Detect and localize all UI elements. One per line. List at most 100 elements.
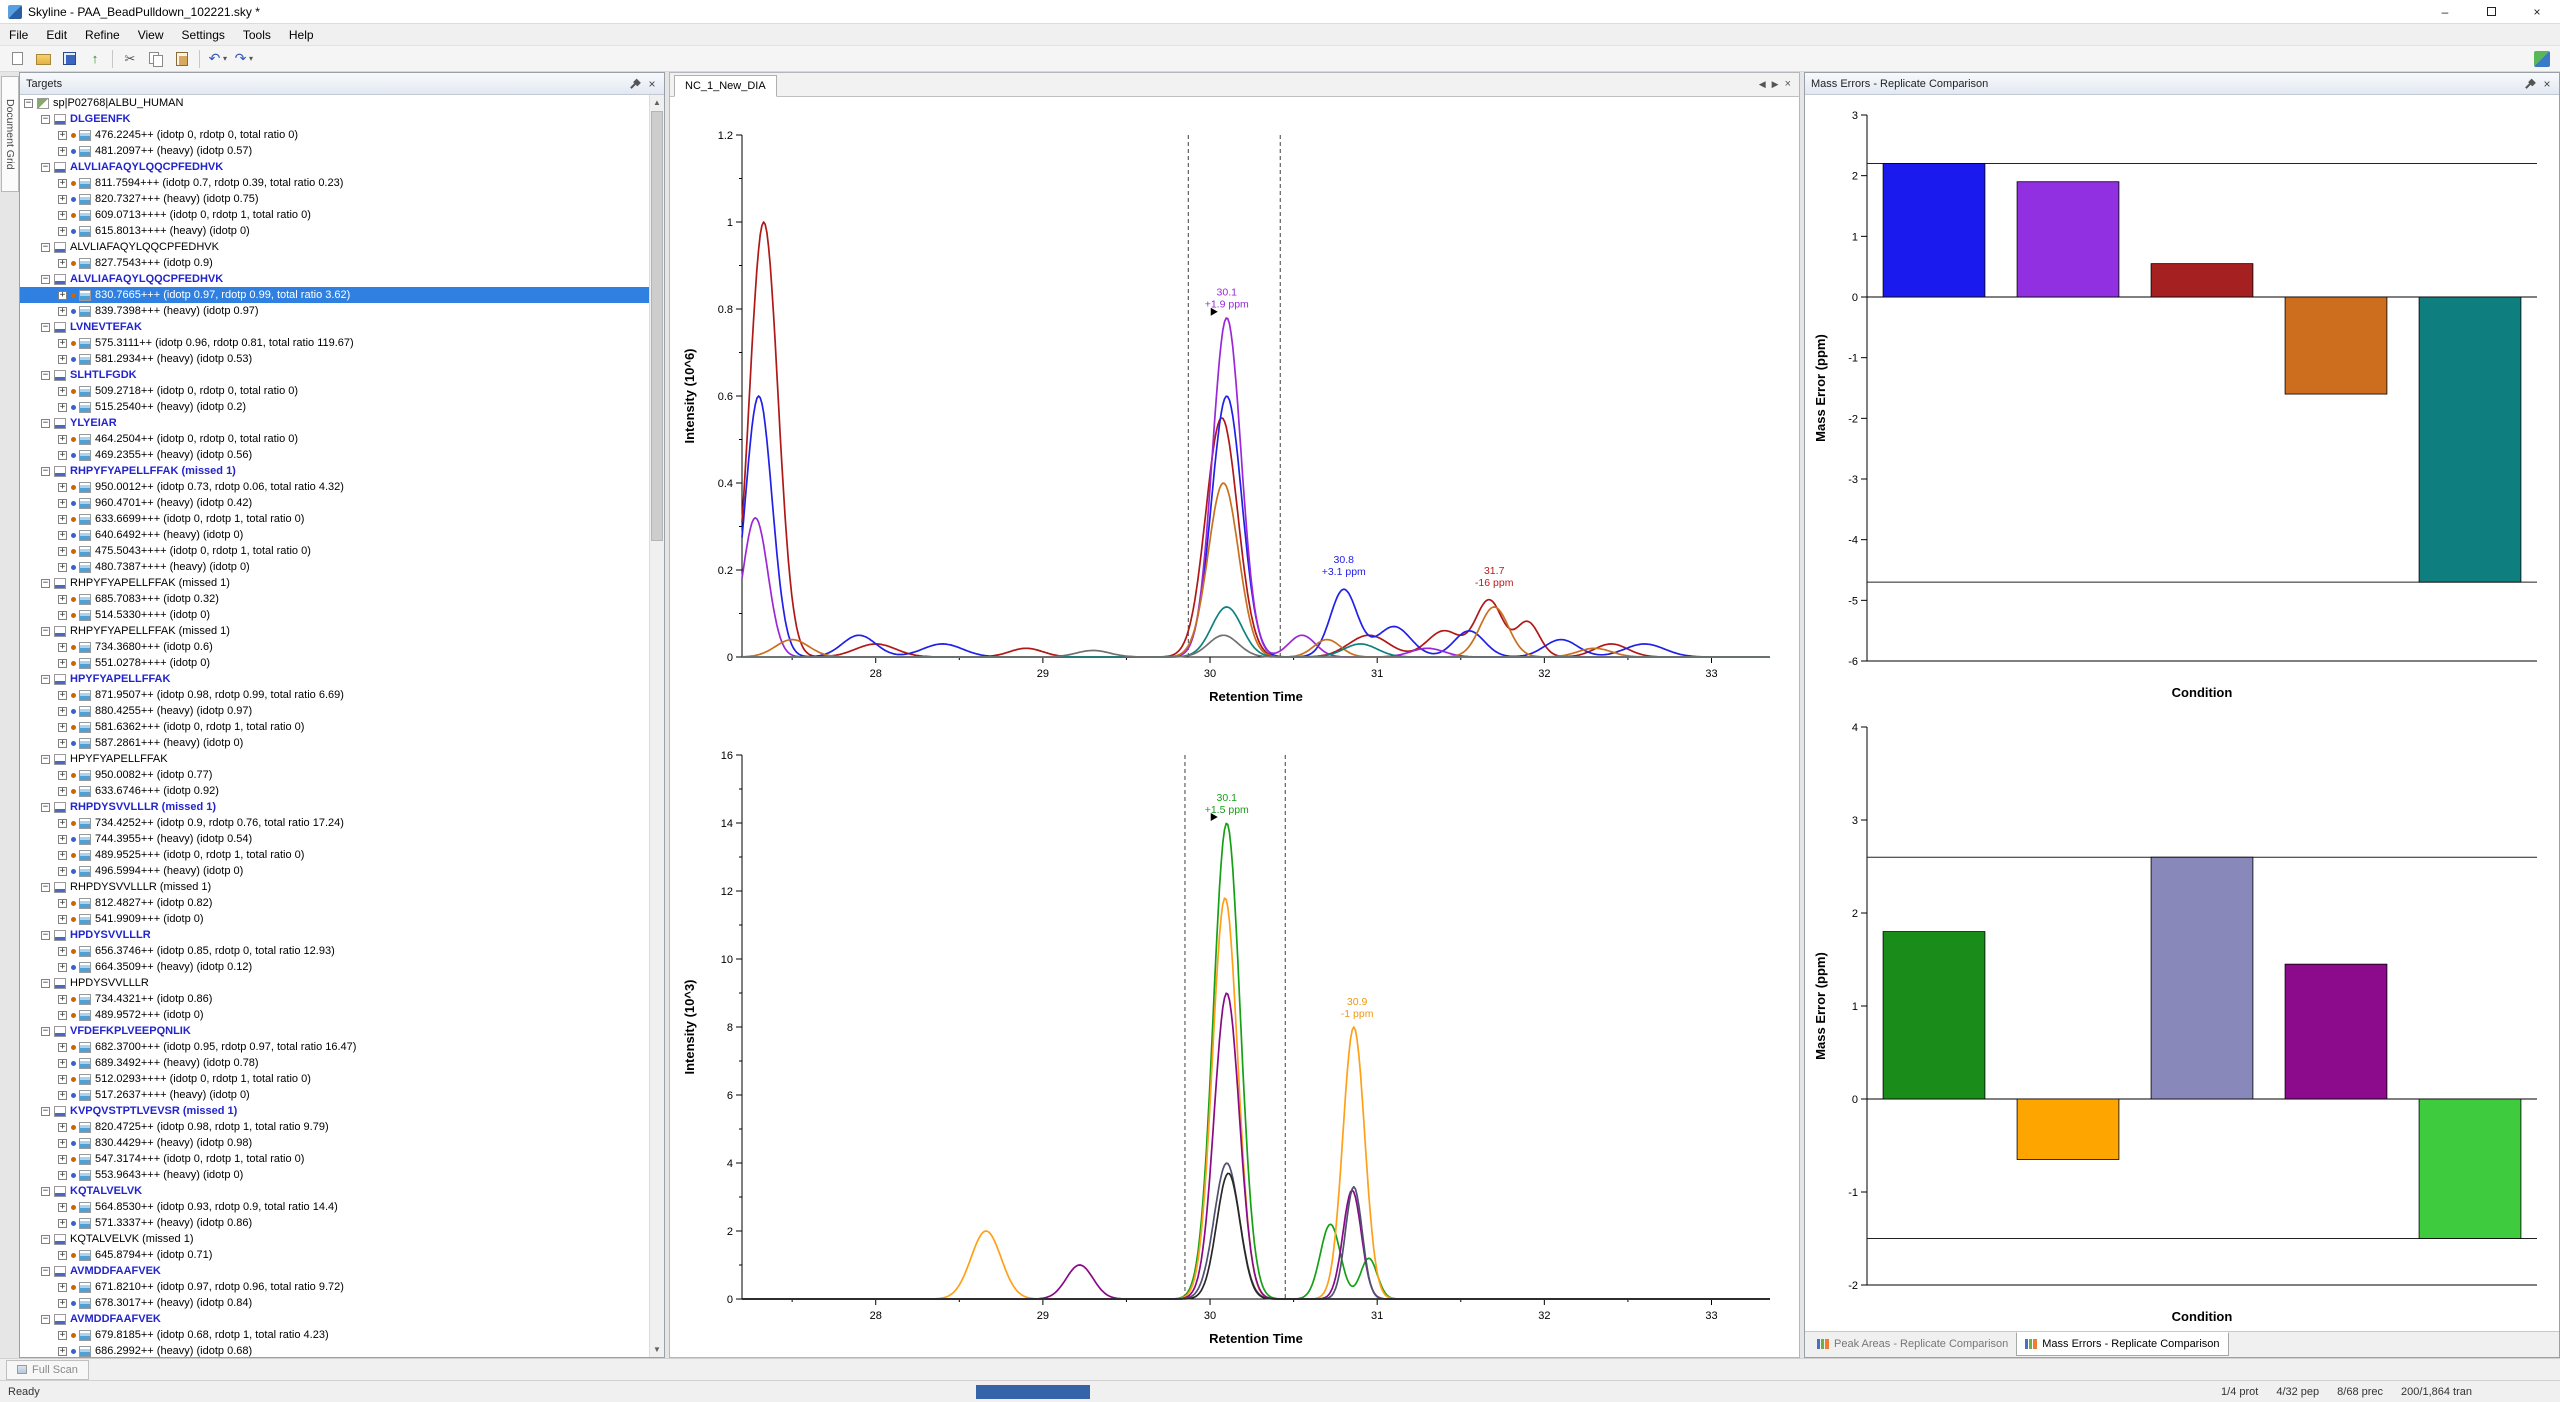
tree-precursor-row[interactable]: +656.3746++ (idotp 0.85, rdotp 0, total … xyxy=(20,943,649,959)
expand-icon[interactable]: + xyxy=(58,145,67,156)
expand-icon[interactable]: + xyxy=(58,1169,67,1180)
tree-precursor-row[interactable]: +512.0293++++ (idotp 0, rdotp 1, total r… xyxy=(20,1071,649,1087)
expand-icon[interactable]: + xyxy=(58,225,67,236)
close-panel-icon[interactable]: × xyxy=(2543,76,2551,91)
tree-peptide-row[interactable]: − SLHTLFGDK xyxy=(20,367,649,383)
tree-peptide-row[interactable]: − RHPYFYAPELLFFAK (missed 1) xyxy=(20,575,649,591)
tree-precursor-row[interactable]: +615.8013++++ (heavy) (idotp 0) xyxy=(20,223,649,239)
save-button[interactable] xyxy=(57,48,81,70)
expand-icon[interactable]: + xyxy=(58,1137,67,1148)
tree-precursor-row[interactable]: +581.2934++ (heavy) (idotp 0.53) xyxy=(20,351,649,367)
tree-precursor-row[interactable]: +950.0012++ (idotp 0.73, rdotp 0.06, tot… xyxy=(20,479,649,495)
expand-icon[interactable]: + xyxy=(58,289,67,300)
tree-precursor-row[interactable]: +489.9572+++ (idotp 0) xyxy=(20,1007,649,1023)
collapse-icon[interactable]: − xyxy=(41,241,50,252)
expand-icon[interactable]: + xyxy=(58,177,67,188)
chromatogram-bottom-chart[interactable]: 0 2 4 6 8 10 12 14 16 28 29 30 31 32 33 30.1+1.5 ppm 30.… xyxy=(678,721,1788,1355)
expand-icon[interactable]: + xyxy=(58,913,67,924)
collapse-icon[interactable]: − xyxy=(41,977,50,988)
collapse-icon[interactable]: − xyxy=(41,1185,50,1196)
expand-icon[interactable]: + xyxy=(58,849,67,860)
expand-icon[interactable]: + xyxy=(58,257,67,268)
close-chromatogram-icon[interactable]: × xyxy=(1784,78,1791,90)
tree-precursor-row[interactable]: +581.6362+++ (idotp 0, rdotp 1, total ra… xyxy=(20,719,649,735)
new-document-button[interactable] xyxy=(5,48,29,70)
tree-precursor-row[interactable]: +475.5043++++ (idotp 0, rdotp 1, total r… xyxy=(20,543,649,559)
scroll-down-icon[interactable]: ▼ xyxy=(653,1345,661,1354)
tree-peptide-row[interactable]: − RHPDYSVVLLLR (missed 1) xyxy=(20,879,649,895)
tree-precursor-row[interactable]: +744.3955++ (heavy) (idotp 0.54) xyxy=(20,831,649,847)
tree-peptide-row[interactable]: − ALVLIAFAQYLQQCPFEDHVK xyxy=(20,239,649,255)
mass-error-bar[interactable] xyxy=(1882,163,1986,298)
tree-precursor-row[interactable]: +960.4701++ (heavy) (idotp 0.42) xyxy=(20,495,649,511)
tree-precursor-row[interactable]: +633.6699+++ (idotp 0, rdotp 1, total ra… xyxy=(20,511,649,527)
tree-precursor-row[interactable]: +685.7083+++ (idotp 0.32) xyxy=(20,591,649,607)
minimize-button[interactable]: – xyxy=(2441,4,2449,19)
tree-precursor-row[interactable]: +811.7594+++ (idotp 0.7, rdotp 0.39, tot… xyxy=(20,175,649,191)
undo-button[interactable]: ↶ ▾ xyxy=(205,48,229,70)
tree-precursor-row[interactable]: +515.2540++ (heavy) (idotp 0.2) xyxy=(20,399,649,415)
tree-precursor-row[interactable]: +489.9525+++ (idotp 0, rdotp 1, total ra… xyxy=(20,847,649,863)
expand-icon[interactable]: + xyxy=(58,1281,67,1292)
tree-precursor-row[interactable]: +682.3700+++ (idotp 0.95, rdotp 0.97, to… xyxy=(20,1039,649,1055)
tree-precursor-row[interactable]: +827.7543+++ (idotp 0.9) xyxy=(20,255,649,271)
collapse-icon[interactable]: − xyxy=(41,577,50,588)
tree-precursor-row[interactable]: +571.3337++ (heavy) (idotp 0.86) xyxy=(20,1215,649,1231)
collapse-icon[interactable]: − xyxy=(41,929,50,940)
tree-precursor-row[interactable]: +950.0082++ (idotp 0.77) xyxy=(20,767,649,783)
expand-icon[interactable]: + xyxy=(58,401,67,412)
menu-item-edit[interactable]: Edit xyxy=(46,27,68,42)
targets-scrollbar[interactable]: ▲ ▼ xyxy=(649,95,664,1357)
expand-icon[interactable]: + xyxy=(58,1089,67,1100)
tree-precursor-row[interactable]: +633.6746+++ (idotp 0.92) xyxy=(20,783,649,799)
tree-peptide-row[interactable]: − HPDYSVVLLLR xyxy=(20,975,649,991)
mass-error-bar[interactable] xyxy=(1882,931,1986,1100)
tree-precursor-row[interactable]: +678.3017++ (heavy) (idotp 0.84) xyxy=(20,1295,649,1311)
tab-mass-errors-replicate-comparison[interactable]: Mass Errors - Replicate Comparison xyxy=(2016,1332,2229,1356)
expand-icon[interactable]: + xyxy=(58,705,67,716)
expand-icon[interactable]: + xyxy=(58,817,67,828)
expand-icon[interactable]: + xyxy=(58,657,67,668)
tree-precursor-row[interactable]: +734.3680+++ (idotp 0.6) xyxy=(20,639,649,655)
tree-peptide-row[interactable]: − ALVLIAFAQYLQQCPFEDHVK xyxy=(20,271,649,287)
expand-icon[interactable]: + xyxy=(58,129,67,140)
paste-button[interactable] xyxy=(170,48,194,70)
chromatogram-tab[interactable]: NC_1_New_DIA xyxy=(674,75,777,97)
expand-icon[interactable]: + xyxy=(58,1153,67,1164)
collapse-icon[interactable]: − xyxy=(41,1105,50,1116)
collapse-icon[interactable]: − xyxy=(41,369,50,380)
collapse-icon[interactable]: − xyxy=(41,753,50,764)
tree-peptide-row[interactable]: − HPDYSVVLLLR xyxy=(20,927,649,943)
tree-peptide-row[interactable]: − LVNEVTEFAK xyxy=(20,319,649,335)
expand-icon[interactable]: + xyxy=(58,833,67,844)
expand-icon[interactable]: + xyxy=(58,1249,67,1260)
scroll-thumb[interactable] xyxy=(651,111,663,541)
tree-peptide-row[interactable]: − RHPYFYAPELLFFAK (missed 1) xyxy=(20,463,649,479)
menu-item-refine[interactable]: Refine xyxy=(85,27,120,42)
scroll-up-icon[interactable]: ▲ xyxy=(653,98,661,107)
mass-error-bar[interactable] xyxy=(2016,1098,2120,1160)
collapse-icon[interactable]: − xyxy=(41,1233,50,1244)
menu-item-view[interactable]: View xyxy=(137,27,164,42)
tree-precursor-row[interactable]: +671.8210++ (idotp 0.97, rdotp 0.96, tot… xyxy=(20,1279,649,1295)
tree-precursor-row[interactable]: +496.5994+++ (heavy) (idotp 0) xyxy=(20,863,649,879)
expand-icon[interactable]: + xyxy=(58,337,67,348)
tree-precursor-row[interactable]: +880.4255++ (heavy) (idotp 0.97) xyxy=(20,703,649,719)
tree-peptide-row[interactable]: − HPYFYAPELLFFAK xyxy=(20,671,649,687)
mass-errors-bottom-chart[interactable]: 4 3 2 1 0 -1 -2 Condition Mass Error (ppm) xyxy=(1809,711,2555,1331)
expand-icon[interactable]: + xyxy=(58,1329,67,1340)
expand-icon[interactable]: + xyxy=(58,481,67,492)
expand-icon[interactable]: + xyxy=(58,1041,67,1052)
tree-precursor-row[interactable]: +517.2637++++ (heavy) (idotp 0) xyxy=(20,1087,649,1103)
menu-item-tools[interactable]: Tools xyxy=(242,27,271,42)
expand-icon[interactable]: + xyxy=(58,561,67,572)
tree-precursor-row[interactable]: +547.3174+++ (idotp 0, rdotp 1, total ra… xyxy=(20,1151,649,1167)
tree-precursor-row[interactable]: +476.2245++ (idotp 0, rdotp 0, total rat… xyxy=(20,127,649,143)
expand-icon[interactable]: + xyxy=(58,785,67,796)
tree-precursor-row[interactable]: +830.7665+++ (idotp 0.97, rdotp 0.99, to… xyxy=(20,287,649,303)
tree-precursor-row[interactable]: +820.4725++ (idotp 0.98, rdotp 1, total … xyxy=(20,1119,649,1135)
tree-peptide-row[interactable]: − AVMDDFAAFVEK xyxy=(20,1311,649,1327)
collapse-icon[interactable]: − xyxy=(41,161,50,172)
tree-precursor-row[interactable]: +587.2861+++ (heavy) (idotp 0) xyxy=(20,735,649,751)
tree-precursor-row[interactable]: +734.4252++ (idotp 0.9, rdotp 0.76, tota… xyxy=(20,815,649,831)
